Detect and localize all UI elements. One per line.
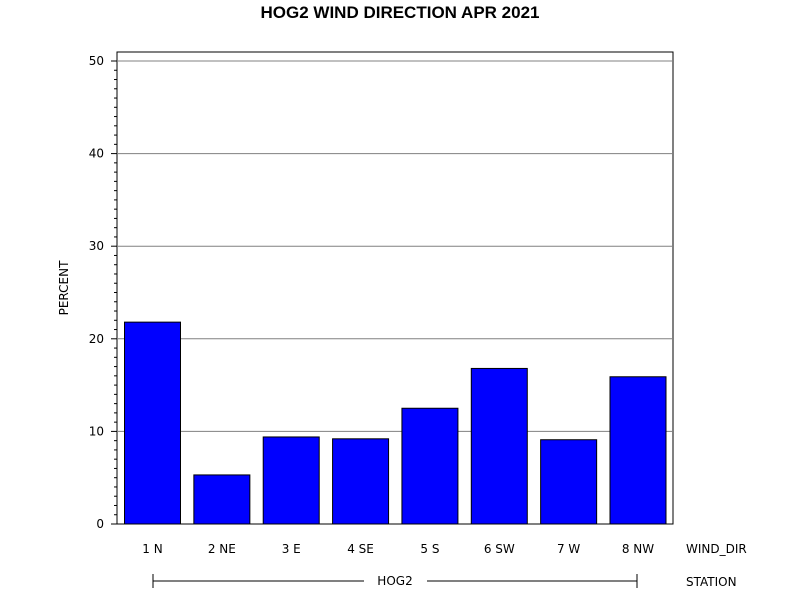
x-tick-label: 4 SE [347,542,374,556]
x-tick-labels: 1 N 2 NE 3 E 4 SE 5 S 6 SW 7 W 8 NW [142,542,654,556]
x-tick-label: 3 E [282,542,301,556]
bars [124,321,667,525]
x-tick-label: 8 NW [622,542,654,556]
y-tick-label: 0 [96,517,104,531]
station-group-bracket: HOG2 [152,574,638,588]
x-tick-label: 2 NE [208,542,236,556]
plot-frame [116,51,674,525]
station-group-value: HOG2 [377,574,412,588]
bar-8-nw [609,376,667,525]
y-tick-label: 20 [89,332,104,346]
station-axis-label: STATION [686,575,737,589]
x-tick-label: 7 W [557,542,580,556]
bar-2-ne [193,474,251,525]
bar-5-s [401,407,459,525]
y-axis-label: PERCENT [57,260,71,315]
x-axis-label: WIND_DIR [686,542,747,556]
chart-title: HOG2 WIND DIRECTION APR 2021 [261,3,540,22]
bar-3-e [262,436,320,525]
y-minor-ticks [111,60,117,525]
gridlines [117,60,673,432]
y-tick-label: 40 [89,147,104,161]
y-tick-labels: 0 10 20 30 40 50 [89,54,104,531]
bar-1-n [124,321,181,525]
y-tick-label: 30 [89,239,104,253]
x-tick-label: 1 N [142,542,162,556]
bar-7-w [540,439,598,525]
bar-6-sw [470,367,528,525]
y-tick-label: 50 [89,54,104,68]
x-tick-label: 5 S [420,542,439,556]
bar-4-se [332,438,390,525]
x-tick-label: 6 SW [484,542,515,556]
y-tick-label: 10 [89,424,104,438]
